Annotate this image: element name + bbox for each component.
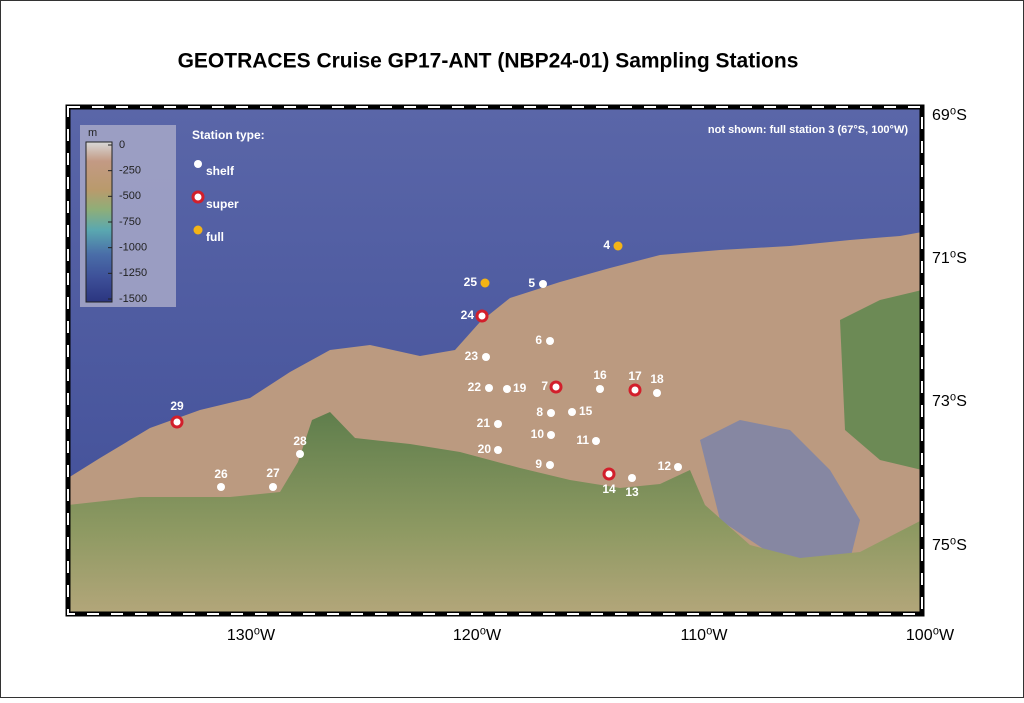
legend-label: full — [206, 230, 224, 244]
station-marker — [596, 385, 604, 393]
station-marker — [628, 474, 636, 482]
station-marker — [482, 353, 490, 361]
map-frame-ticks — [67, 106, 923, 615]
station-label: 20 — [478, 442, 492, 456]
station-marker — [613, 241, 623, 251]
station-label: 21 — [477, 416, 491, 430]
land — [68, 412, 922, 614]
station-marker — [546, 337, 554, 345]
station-marker — [547, 409, 555, 417]
station-marker — [549, 380, 563, 394]
station-label: 9 — [535, 457, 542, 471]
station-marker — [503, 385, 511, 393]
colorbar — [85, 141, 113, 303]
lat-label: 73⁰S — [932, 393, 967, 410]
station-marker — [568, 408, 576, 416]
station-marker — [592, 437, 600, 445]
station-label: 28 — [293, 434, 307, 448]
legend-title: Station type: — [192, 128, 265, 142]
station-marker — [674, 463, 682, 471]
colorbar-label: -250 — [119, 165, 141, 177]
station-label: 26 — [214, 467, 228, 481]
station-label: 5 — [528, 276, 535, 290]
station-marker — [628, 383, 642, 397]
colorbar-label: -500 — [119, 190, 141, 202]
lat-label: 71⁰S — [932, 250, 967, 267]
lon-label: 110⁰W — [680, 627, 728, 644]
station-marker — [480, 278, 490, 288]
station-marker — [494, 420, 502, 428]
station-label: 25 — [464, 275, 478, 289]
station-marker — [194, 160, 202, 168]
station-marker — [602, 467, 616, 481]
station-label: 17 — [628, 369, 642, 383]
station-label: 24 — [461, 308, 475, 322]
station-label: 15 — [579, 404, 593, 418]
colorbar-label: -1250 — [119, 267, 147, 279]
station-label: 6 — [535, 333, 542, 347]
station-marker — [296, 450, 304, 458]
station-label: 22 — [468, 380, 482, 394]
station-label: 27 — [266, 466, 280, 480]
legend-label: shelf — [206, 164, 235, 178]
station-label: 8 — [536, 405, 543, 419]
station-marker — [170, 415, 184, 429]
map-area — [68, 107, 922, 614]
station-label: 16 — [593, 368, 607, 382]
station-marker — [485, 384, 493, 392]
station-label: 12 — [658, 459, 672, 473]
deep-trough — [700, 420, 860, 560]
station-marker — [193, 225, 203, 235]
map-title: GEOTRACES Cruise GP17-ANT (NBP24-01) Sam… — [178, 50, 799, 73]
station-label: 4 — [603, 238, 610, 252]
station-marker — [217, 483, 225, 491]
station-marker — [547, 431, 555, 439]
land-east — [840, 290, 922, 470]
station-label: 11 — [576, 433, 589, 447]
station-label: 29 — [170, 399, 184, 413]
station-marker — [475, 309, 489, 323]
colorbar-label: -1000 — [119, 242, 147, 254]
station-marker — [653, 389, 661, 397]
legend-label: super — [206, 197, 239, 211]
lat-label: 75⁰S — [932, 537, 967, 554]
colorbar-label: 0 — [119, 139, 125, 151]
lon-label: 100⁰W — [906, 627, 955, 644]
lat-label: 69⁰S — [932, 107, 967, 124]
map-note: not shown: full station 3 (67°S, 100°W) — [708, 124, 908, 136]
station-label: 18 — [650, 372, 664, 386]
colorbar-label: -750 — [119, 216, 141, 228]
station-marker — [191, 190, 205, 204]
station-marker — [494, 446, 502, 454]
station-marker — [539, 280, 547, 288]
lon-label: 120⁰W — [453, 627, 502, 644]
station-label: 23 — [465, 349, 479, 363]
colorbar-unit: m — [88, 127, 97, 139]
station-marker — [546, 461, 554, 469]
station-label: 7 — [541, 379, 548, 393]
colorbar-label: -1500 — [119, 293, 147, 305]
station-label: 14 — [602, 482, 616, 496]
station-marker — [269, 483, 277, 491]
lon-label: 130⁰W — [227, 627, 276, 644]
station-label: 19 — [513, 381, 527, 395]
station-label: 13 — [625, 485, 639, 499]
station-label: 10 — [531, 427, 545, 441]
